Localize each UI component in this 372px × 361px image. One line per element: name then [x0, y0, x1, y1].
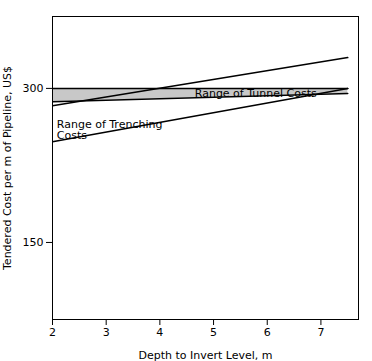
svg-text:7: 7 — [317, 326, 324, 339]
svg-text:2: 2 — [49, 326, 56, 339]
svg-text:5: 5 — [210, 326, 217, 339]
svg-text:Tendered Cost per m of Pipelin: Tendered Cost per m of Pipeline, US$ — [1, 66, 14, 271]
svg-text:150: 150 — [23, 236, 44, 249]
svg-text:Range of Tunnel Costs: Range of Tunnel Costs — [195, 87, 317, 100]
svg-text:300: 300 — [23, 82, 44, 95]
svg-text:Depth to Invert Level, m: Depth to Invert Level, m — [138, 349, 272, 361]
svg-text:4: 4 — [156, 326, 163, 339]
svg-text:3: 3 — [103, 326, 110, 339]
svg-text:6: 6 — [264, 326, 271, 339]
svg-text:Range of TrenchingCosts: Range of TrenchingCosts — [57, 118, 163, 142]
